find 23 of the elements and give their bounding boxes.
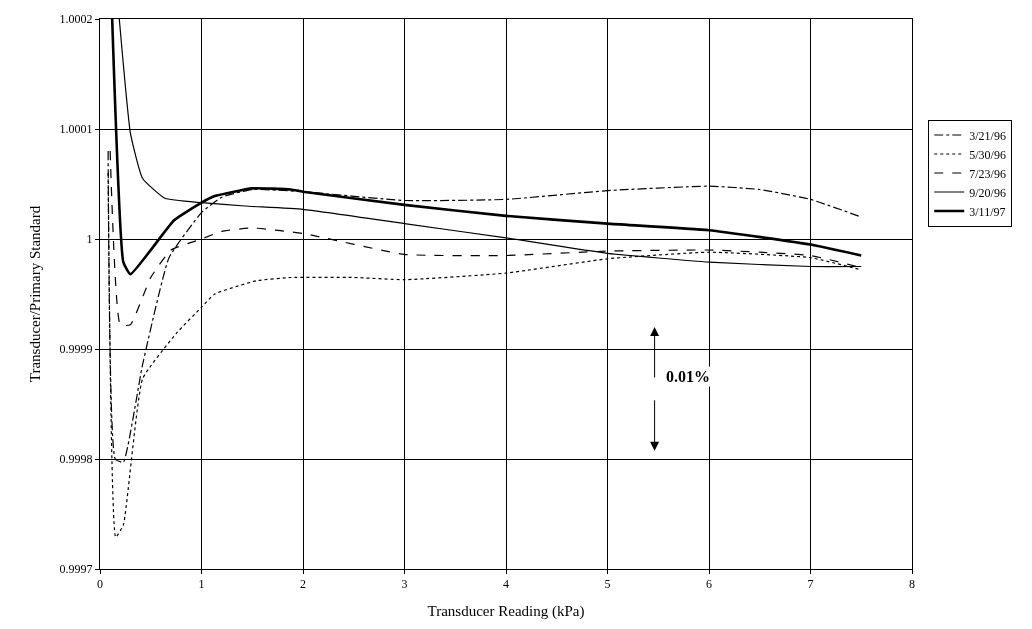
x-tick-label: 5 bbox=[604, 577, 611, 592]
x-tick-label: 0 bbox=[97, 577, 103, 592]
legend-label: 7/23/96 bbox=[969, 166, 1006, 181]
x-tick-label: 6 bbox=[706, 577, 712, 592]
legend-label: 9/20/96 bbox=[969, 185, 1006, 200]
x-tick-label: 3 bbox=[401, 577, 408, 592]
y-tick-label: 1.0001 bbox=[59, 122, 93, 137]
x-tick-label: 1 bbox=[198, 577, 205, 592]
legend-label: 5/30/96 bbox=[969, 147, 1006, 162]
legend-label: 3/21/96 bbox=[969, 128, 1006, 143]
annotation: 0.01% bbox=[666, 368, 710, 385]
y-tick-label: 0.9997 bbox=[59, 562, 93, 577]
x-tick-label: 4 bbox=[503, 577, 509, 592]
x-axis-title: Transducer Reading (kPa) bbox=[427, 603, 585, 621]
y-tick-label: 1 bbox=[86, 232, 93, 247]
y-tick-label: 0.9998 bbox=[59, 452, 93, 467]
y-tick-label: 1.0002 bbox=[59, 12, 93, 27]
x-tick-label: 8 bbox=[909, 577, 915, 592]
y-axis-title: Transducer/Primary Standard bbox=[26, 205, 43, 383]
legend-label: 3/11/97 bbox=[969, 204, 1006, 219]
x-tick-label: 7 bbox=[807, 577, 814, 592]
y-tick-label: 0.9999 bbox=[59, 342, 93, 357]
x-tick-label: 2 bbox=[300, 577, 306, 592]
